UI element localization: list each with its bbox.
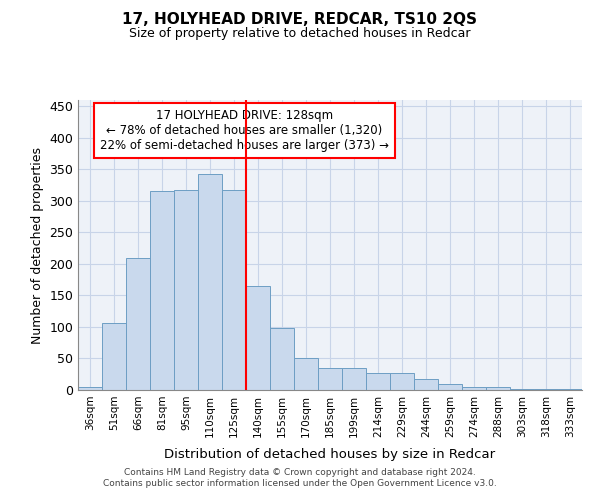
Bar <box>366 373 390 390</box>
Bar <box>342 368 366 390</box>
Bar <box>150 192 174 390</box>
Bar <box>438 384 462 390</box>
Bar <box>246 286 270 390</box>
Y-axis label: Number of detached properties: Number of detached properties <box>31 146 44 344</box>
Bar <box>174 190 198 390</box>
Bar <box>414 378 438 390</box>
Text: 17 HOLYHEAD DRIVE: 128sqm
← 78% of detached houses are smaller (1,320)
22% of se: 17 HOLYHEAD DRIVE: 128sqm ← 78% of detac… <box>100 108 389 152</box>
Bar <box>294 358 318 390</box>
Text: Size of property relative to detached houses in Redcar: Size of property relative to detached ho… <box>129 28 471 40</box>
Bar <box>390 373 414 390</box>
Bar <box>486 387 510 390</box>
Bar <box>126 258 150 390</box>
Bar <box>78 387 102 390</box>
Bar <box>318 368 342 390</box>
Bar <box>198 174 222 390</box>
Bar <box>102 322 126 390</box>
Bar <box>462 387 486 390</box>
Text: Contains HM Land Registry data © Crown copyright and database right 2024.
Contai: Contains HM Land Registry data © Crown c… <box>103 468 497 487</box>
Bar <box>222 190 246 390</box>
X-axis label: Distribution of detached houses by size in Redcar: Distribution of detached houses by size … <box>164 448 496 461</box>
Bar <box>270 328 294 390</box>
Text: 17, HOLYHEAD DRIVE, REDCAR, TS10 2QS: 17, HOLYHEAD DRIVE, REDCAR, TS10 2QS <box>122 12 478 28</box>
